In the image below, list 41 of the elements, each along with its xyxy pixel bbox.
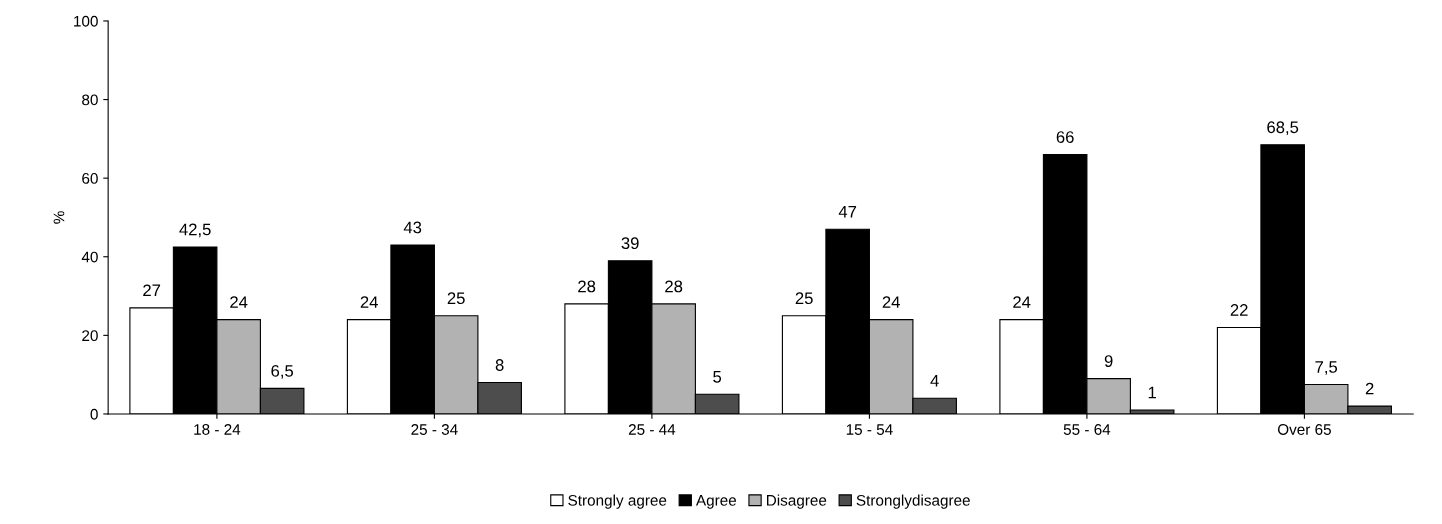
x-tick-label: 25 - 34 (411, 424, 458, 435)
legend-label: Stronglydisagree (856, 494, 970, 509)
data-label: 43 (403, 221, 422, 234)
y-tick-label: 20 (82, 330, 98, 342)
data-label: 8 (495, 359, 504, 371)
data-label: 68,5 (1267, 121, 1299, 136)
x-tick-label: 18 - 24 (194, 424, 241, 435)
data-label: 1 (1148, 386, 1156, 399)
data-label: 42,5 (179, 223, 211, 238)
data-label: 28 (665, 280, 683, 293)
data-label: 24 (230, 296, 248, 308)
data-label: 22 (1230, 304, 1248, 316)
data-label: 4 (930, 374, 939, 387)
data-label: 24 (360, 296, 378, 308)
x-tick-label: 25 - 44 (628, 424, 676, 435)
legend-label: Agree (695, 495, 737, 509)
y-tick-label: 40 (81, 251, 98, 263)
data-label: 28 (578, 280, 596, 293)
x-tick-label: 55 - 64 (1063, 424, 1111, 435)
data-label: 24 (1013, 296, 1031, 308)
data-label: 5 (713, 371, 722, 383)
data-label: 9 (1104, 355, 1113, 367)
data-label: 7,5 (1315, 361, 1338, 375)
data-label: 25 (447, 292, 465, 305)
y-tick-label: 100 (74, 15, 98, 27)
data-label: 47 (838, 205, 857, 218)
data-label: 39 (621, 237, 639, 250)
data-label: 27 (143, 284, 161, 297)
data-label: 25 (795, 292, 813, 305)
y-axis-title: % (53, 211, 65, 224)
y-tick-label: 60 (82, 173, 98, 184)
x-tick-label: 15 - 54 (846, 424, 893, 435)
data-label: 24 (882, 296, 900, 308)
legend-label: Strongly agree (568, 494, 667, 509)
data-label: 2 (1365, 382, 1374, 395)
y-tick-label: 0 (90, 408, 98, 420)
legend-label: Disagree (767, 494, 827, 509)
data-label: 66 (1056, 131, 1074, 143)
x-tick-label: Over 65 (1277, 424, 1331, 435)
data-label: 6,5 (271, 364, 294, 379)
y-tick-label: 80 (82, 94, 98, 106)
